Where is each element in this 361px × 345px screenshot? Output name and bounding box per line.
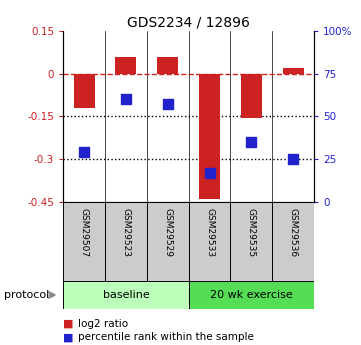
Point [248, 139, 254, 145]
Bar [188, 281, 314, 309]
Text: GSM29507: GSM29507 [79, 208, 88, 257]
Bar [105, 202, 147, 281]
Text: GSM29533: GSM29533 [205, 208, 214, 257]
Text: baseline: baseline [103, 290, 149, 300]
Text: 20 wk exercise: 20 wk exercise [210, 290, 293, 300]
Text: GSM29529: GSM29529 [163, 208, 172, 257]
Bar [147, 202, 188, 281]
Point [81, 149, 87, 155]
Text: ■: ■ [63, 333, 74, 342]
Point [123, 97, 129, 102]
Text: percentile rank within the sample: percentile rank within the sample [78, 333, 253, 342]
Bar [283, 68, 304, 74]
Text: GSM29523: GSM29523 [121, 208, 130, 257]
Title: GDS2234 / 12896: GDS2234 / 12896 [127, 16, 250, 30]
Point [165, 102, 171, 107]
Bar [74, 74, 95, 108]
Bar [272, 202, 314, 281]
Bar [230, 202, 272, 281]
Text: GSM29536: GSM29536 [289, 208, 298, 257]
Bar [116, 57, 136, 74]
Point [206, 170, 212, 176]
Bar [188, 202, 230, 281]
Bar [63, 202, 105, 281]
Text: GSM29535: GSM29535 [247, 208, 256, 257]
Bar [241, 74, 262, 118]
Bar [63, 281, 188, 309]
Text: ■: ■ [63, 319, 74, 328]
Point [290, 156, 296, 162]
Text: protocol: protocol [4, 290, 49, 300]
Bar [157, 57, 178, 74]
Text: log2 ratio: log2 ratio [78, 319, 128, 328]
Bar [199, 74, 220, 199]
